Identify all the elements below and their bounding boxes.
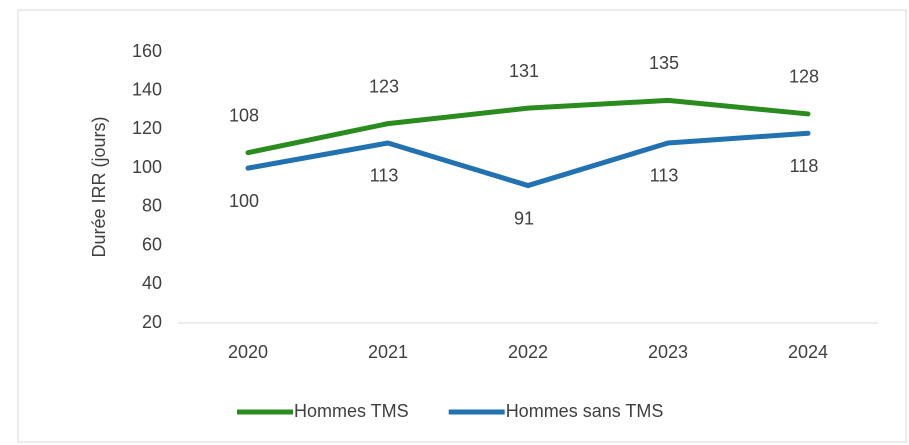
y-tick-label: 20 [142,312,162,332]
y-tick-label: 60 [142,234,162,254]
x-tick-label: 2023 [648,342,688,362]
x-tick-label: 2020 [228,342,268,362]
data-label: 113 [370,166,399,186]
chart-frame [17,9,907,443]
x-tick-label: 2024 [788,342,828,362]
data-label: 108 [229,105,259,125]
x-tick-label: 2021 [368,342,408,362]
legend-label: Hommes TMS [294,401,409,421]
data-label: 91 [514,208,534,228]
data-label: 113 [650,166,679,186]
series-line [245,97,811,156]
y-tick-label: 40 [142,273,162,293]
data-label: 135 [649,53,679,73]
y-tick-label: 80 [142,196,162,216]
y-tick-label: 120 [132,118,162,138]
data-label: 128 [789,67,819,87]
y-axis-label: Durée IRR (jours) [89,116,109,257]
data-label: 118 [790,156,819,176]
data-label: 100 [229,191,259,211]
data-label: 123 [369,76,399,96]
series-line [245,130,811,189]
y-tick-label: 160 [132,41,162,61]
data-label: 131 [509,61,539,81]
legend-label: Hommes sans TMS [506,401,664,421]
x-tick-label: 2022 [508,342,548,362]
y-tick-label: 100 [132,157,162,177]
y-tick-label: 140 [132,79,162,99]
